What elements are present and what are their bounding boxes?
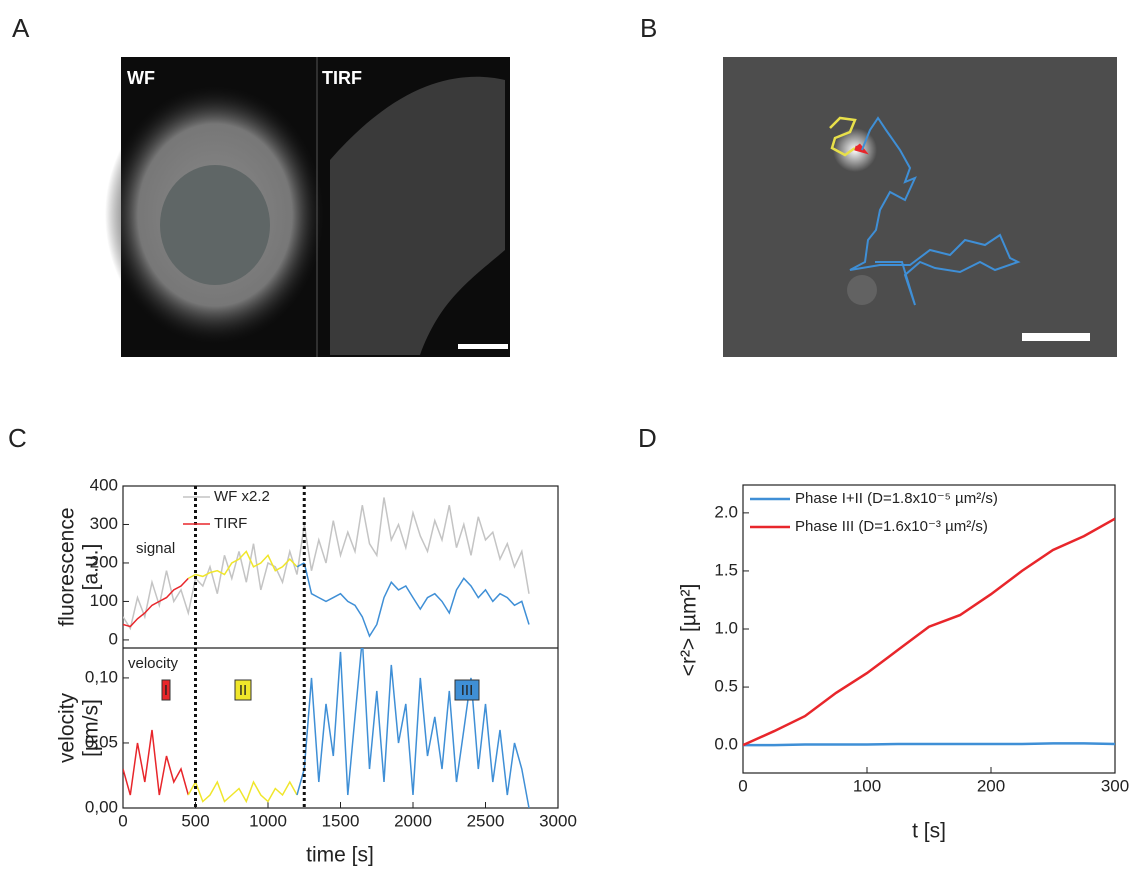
series-line	[743, 517, 1115, 747]
connector	[187, 573, 196, 580]
series-line	[194, 780, 298, 804]
series-line	[195, 550, 298, 578]
connector	[296, 562, 305, 568]
y-axis-label: <r²> [µm²]	[678, 584, 701, 677]
plot-area	[743, 517, 1115, 747]
phase-label: I	[164, 682, 168, 699]
plot-area	[123, 648, 530, 808]
y-tick-label: 0,05	[85, 732, 118, 751]
phase-label: II	[239, 682, 247, 699]
panel-label: B	[640, 13, 657, 43]
x-axis-label: time [s]	[306, 844, 374, 867]
x-tick-label: 0	[118, 811, 127, 830]
x-axis-label: t [s]	[912, 820, 946, 843]
phase-box	[454, 679, 480, 701]
series-line	[743, 742, 1115, 747]
y-tick-label: 0.0	[714, 735, 738, 754]
y-axis-label: [a.u.]	[80, 544, 103, 591]
x-tick-label: 100	[853, 776, 881, 795]
y-tick-label: 0	[109, 629, 118, 648]
x-tick-label: 1500	[322, 811, 360, 830]
y-tick-label: 2.0	[714, 502, 738, 521]
series-line	[303, 648, 530, 808]
phase-box	[234, 679, 252, 701]
series-line	[123, 729, 190, 796]
annotation: signal	[136, 540, 175, 557]
series-line	[303, 562, 530, 638]
x-tick-label: 1000	[249, 811, 287, 830]
y-axis-label: fluorescence	[56, 507, 79, 626]
legend-label: WF x2.2	[214, 488, 270, 505]
x-tick-label: 500	[181, 811, 209, 830]
x-tick-label: 200	[977, 776, 1005, 795]
legend-label: velocity	[128, 655, 179, 672]
image-label: TIRF	[322, 68, 362, 88]
x-tick-label: 0	[738, 776, 747, 795]
plot-area	[123, 497, 530, 638]
y-axis-label: velocity	[56, 692, 79, 763]
legend-label: TIRF	[214, 515, 247, 532]
series-line	[123, 497, 530, 631]
micrograph: WF TIRF	[105, 57, 510, 357]
y-tick-label: 200	[90, 552, 118, 571]
y-tick-label: 1.0	[714, 618, 738, 637]
x-tick-label: 3000	[539, 811, 577, 830]
phase-box	[161, 679, 171, 701]
legend-label: Phase III (D=1.6x10⁻³ µm²/s)	[795, 518, 988, 535]
x-tick-label: 2500	[467, 811, 505, 830]
legend-label: Phase I+II (D=1.8x10⁻⁵ µm²/s)	[795, 490, 998, 507]
y-tick-label: 0,10	[85, 667, 118, 686]
connector	[187, 781, 197, 796]
x-tick-label: 2000	[394, 811, 432, 830]
connector	[296, 768, 305, 796]
y-tick-label: 400	[90, 475, 118, 494]
y-axis-label: [µm/s]	[80, 699, 103, 757]
y-tick-label: 0,00	[85, 797, 118, 816]
panel-label: C	[8, 423, 27, 453]
phase-label: III	[461, 682, 474, 699]
y-tick-label: 1.5	[714, 560, 738, 579]
track-image	[723, 57, 1117, 357]
image-label: WF	[127, 68, 155, 88]
series-line	[123, 577, 189, 628]
y-tick-label: 300	[90, 514, 118, 533]
panel-label: D	[638, 423, 657, 453]
y-tick-label: 0.5	[714, 677, 738, 696]
y-tick-label: 100	[90, 591, 118, 610]
panel-label: A	[12, 13, 30, 43]
x-tick-label: 300	[1101, 776, 1129, 795]
